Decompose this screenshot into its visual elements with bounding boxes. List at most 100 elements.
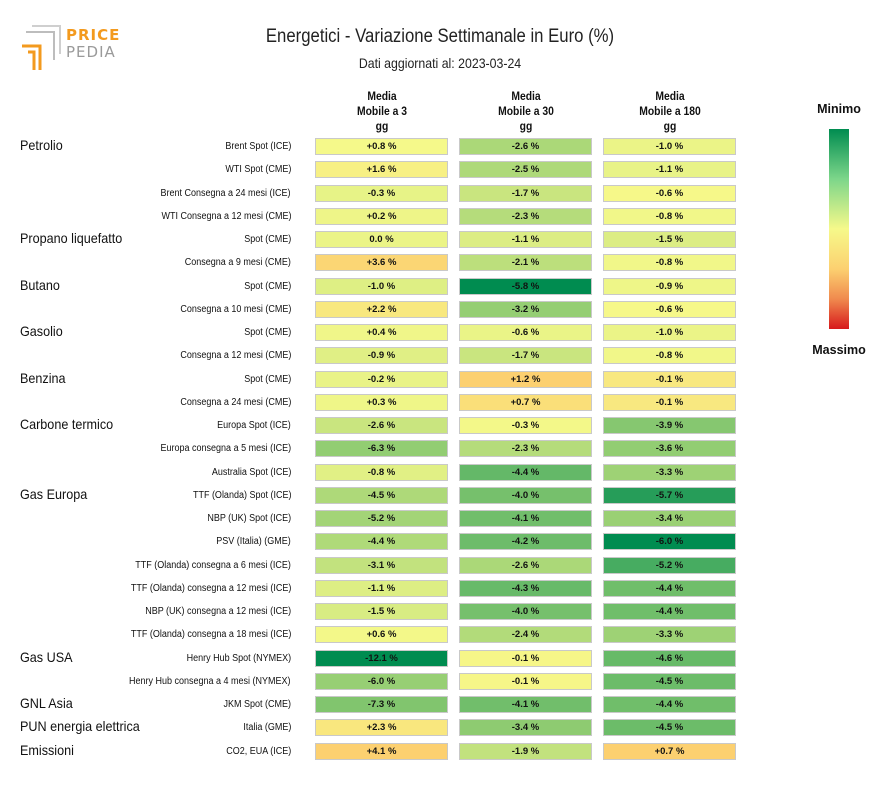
logo-text-top: PRICE xyxy=(66,26,121,44)
heatmap-cell: -1.7 % xyxy=(459,347,592,365)
heatmap-cell: -3.1 % xyxy=(315,556,448,574)
heatmap-cell: -1.7 % xyxy=(459,184,592,202)
heatmap-cell: -2.6 % xyxy=(459,138,592,155)
chart-subtitle: Dati aggiornati al: 2023-03-24 xyxy=(358,55,522,71)
heatmap-cell: -0.8 % xyxy=(603,347,736,365)
group-label: Butano xyxy=(20,276,60,293)
group-label: Benzina xyxy=(20,369,66,386)
heatmap-cell: -4.4 % xyxy=(603,579,736,597)
row-label: Italia (GME) xyxy=(242,722,291,734)
row-label: Consegna a 10 mesi (CME) xyxy=(179,303,291,315)
heatmap-cell: -6.0 % xyxy=(603,533,736,551)
column-header-3: Media Mobile a 180 gg xyxy=(639,91,701,133)
heatmap-cell: -4.4 % xyxy=(315,533,448,551)
heatmap-cell: -12.1 % xyxy=(315,649,448,667)
row-label: Consegna a 9 mesi (CME) xyxy=(184,257,291,269)
heatmap-cell: -0.8 % xyxy=(603,207,736,225)
heatmap-cell: -4.4 % xyxy=(603,696,736,713)
heatmap-cell: -4.0 % xyxy=(459,486,592,504)
row-label: TTF (Olanda) Spot (ICE) xyxy=(192,489,291,501)
row-label: NBP (UK) consegna a 12 mesi (ICE) xyxy=(145,606,291,617)
group-label: Petrolio xyxy=(20,137,63,153)
group-label: Emissioni xyxy=(20,741,74,758)
row-label: Brent Consegna a 24 mesi (ICE) xyxy=(160,187,291,199)
group-label: Gas Europa xyxy=(20,485,88,502)
legend-color-scale xyxy=(829,129,849,329)
heatmap-cell: -0.8 % xyxy=(603,254,736,272)
row-label: TTF (Olanda) consegna a 18 mesi (ICE) xyxy=(130,629,291,641)
heatmap-cell: -3.4 % xyxy=(459,719,592,737)
heatmap-cell: -5.7 % xyxy=(603,486,736,504)
row-label: Spot (CME) xyxy=(243,327,291,338)
heatmap-cell: -3.6 % xyxy=(603,440,736,458)
heatmap-cell: -0.6 % xyxy=(603,300,736,318)
heatmap-cell: -2.3 % xyxy=(459,207,592,225)
heatmap-cell: -2.1 % xyxy=(459,254,592,272)
heatmap-cell: +2.3 % xyxy=(315,719,448,737)
heatmap-cell: -0.8 % xyxy=(315,463,448,481)
heatmap-cell: -1.1 % xyxy=(315,579,448,597)
heatmap-cell: -3.9 % xyxy=(603,417,736,434)
heatmap-cell: -1.1 % xyxy=(459,231,592,248)
heatmap-cell: +1.6 % xyxy=(315,161,448,179)
row-label: NBP (UK) Spot (ICE) xyxy=(207,513,291,524)
heatmap-cell: -4.0 % xyxy=(459,603,592,620)
heatmap-cell: -1.5 % xyxy=(315,603,448,620)
heatmap-cell: -1.0 % xyxy=(315,277,448,295)
heatmap-cell: -0.9 % xyxy=(603,277,736,295)
heatmap-cell: -4.1 % xyxy=(459,510,592,527)
row-label: TTF (Olanda) consegna a 6 mesi (ICE) xyxy=(135,559,291,571)
heatmap-cell: +0.2 % xyxy=(315,207,448,225)
heatmap-cell: -0.9 % xyxy=(315,347,448,365)
heatmap-cell: -3.2 % xyxy=(459,300,592,318)
row-label: PSV (Italia) (GME) xyxy=(216,536,291,548)
heatmap-cell: -0.1 % xyxy=(459,649,592,667)
column-header-1: Media Mobile a 3 gg xyxy=(356,91,408,133)
row-label: JKM Spot (CME) xyxy=(223,699,291,710)
heatmap-cell: +0.7 % xyxy=(459,393,592,411)
heatmap-cell: -2.4 % xyxy=(459,626,592,644)
row-label: TTF (Olanda) consegna a 12 mesi (ICE) xyxy=(130,582,291,594)
heatmap-cell: -2.6 % xyxy=(459,556,592,574)
heatmap-cell: -4.5 % xyxy=(603,672,736,690)
heatmap-cell: -1.9 % xyxy=(459,742,592,760)
row-label: CO2, EUA (ICE) xyxy=(225,745,291,757)
heatmap-cell: -3.4 % xyxy=(603,510,736,527)
heatmap-cell: +2.2 % xyxy=(315,300,448,318)
heatmap-cell: -5.8 % xyxy=(459,277,592,295)
heatmap-cell: +1.2 % xyxy=(459,370,592,388)
heatmap-cell: -4.4 % xyxy=(459,463,592,481)
heatmap-cell: -3.3 % xyxy=(603,626,736,644)
heatmap-cell: -4.5 % xyxy=(603,719,736,737)
heatmap-cell: +0.8 % xyxy=(315,138,448,155)
heatmap-cell: -0.1 % xyxy=(603,370,736,388)
row-label: Henry Hub Spot (NYMEX) xyxy=(186,652,291,664)
legend-min-label: Minimo xyxy=(817,102,861,116)
row-label: WTI Spot (CME) xyxy=(224,164,291,176)
heatmap-cell: -1.5 % xyxy=(603,231,736,248)
chart-title: Energetici - Variazione Settimanale in E… xyxy=(265,26,615,47)
row-label: Europa consegna a 5 mesi (ICE) xyxy=(160,443,291,455)
heatmap-cell: -4.3 % xyxy=(459,579,592,597)
heatmap-cell: -2.5 % xyxy=(459,161,592,179)
row-label: Spot (CME) xyxy=(243,280,291,292)
heatmap-cell: -4.5 % xyxy=(315,486,448,504)
heatmap-cell: -0.6 % xyxy=(603,184,736,202)
row-label: Consegna a 12 mesi (CME) xyxy=(179,350,291,362)
heatmap-cell: -7.3 % xyxy=(315,696,448,713)
group-label: Gas USA xyxy=(20,648,73,665)
group-label: GNL Asia xyxy=(20,695,73,711)
row-label: Spot (CME) xyxy=(243,234,291,245)
legend-max-label: Massimo xyxy=(812,343,866,357)
row-label: Henry Hub consegna a 4 mesi (NYMEX) xyxy=(129,675,291,687)
heatmap-cell: -1.1 % xyxy=(603,161,736,179)
heatmap-cell: -1.0 % xyxy=(603,138,736,155)
row-label: Spot (CME) xyxy=(243,373,291,385)
row-label: Consegna a 24 mesi (CME) xyxy=(179,396,291,408)
heatmap-cell: -5.2 % xyxy=(315,510,448,527)
heatmap-cell: +0.7 % xyxy=(603,742,736,760)
heatmap-cell: -0.3 % xyxy=(459,417,592,434)
heatmap-cell: +0.6 % xyxy=(315,626,448,644)
heatmap-cell: -2.3 % xyxy=(459,440,592,458)
group-label: Propano liquefatto xyxy=(20,230,123,246)
